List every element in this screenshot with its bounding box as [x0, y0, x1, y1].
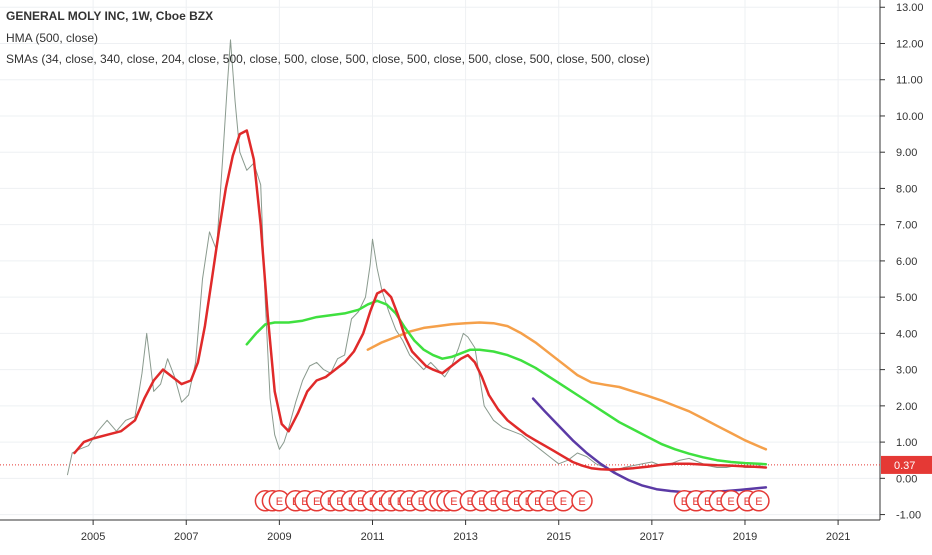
earnings-marker-label: E [704, 496, 711, 508]
x-tick-label: 2021 [826, 531, 850, 543]
earnings-marker-label: E [478, 496, 485, 508]
sma-legend-label: SMAs (34, close, 340, close, 204, close,… [6, 52, 650, 66]
y-tick-label: 0.00 [896, 473, 917, 485]
hma-series-line[interactable] [73, 129, 768, 471]
earnings-marker-label: E [301, 496, 308, 508]
y-tick-label: 7.00 [896, 220, 917, 232]
earnings-marker-label: E [534, 496, 541, 508]
x-tick-label: 2017 [640, 531, 664, 543]
earnings-marker-label: E [513, 496, 520, 508]
earnings-marker-label: E [418, 496, 425, 508]
sma-green-series-line[interactable] [245, 299, 768, 466]
earnings-marker-label: E [336, 496, 343, 508]
earnings-marker-label: E [490, 496, 497, 508]
earnings-marker-label: E [276, 496, 283, 508]
x-tick-label: 2019 [733, 531, 757, 543]
last-price-label: 0.37 [894, 460, 915, 472]
earnings-marker-label: E [560, 496, 567, 508]
earnings-marker-label: E [357, 496, 364, 508]
price-series-line[interactable] [67, 39, 767, 476]
earnings-marker-label: E [502, 496, 509, 508]
earnings-marker-label: E [727, 496, 734, 508]
y-tick-label: -1.00 [896, 510, 921, 522]
earnings-marker-label: E [681, 496, 688, 508]
y-tick-label: 13.00 [896, 2, 924, 14]
y-tick-label: 5.00 [896, 292, 917, 304]
y-tick-label: 1.00 [896, 437, 917, 449]
earnings-marker-label: E [744, 496, 751, 508]
y-tick-label: 12.00 [896, 38, 924, 50]
y-tick-label: 9.00 [896, 147, 917, 159]
earnings-marker-label: E [406, 496, 413, 508]
earnings-marker[interactable] [748, 490, 770, 512]
y-tick-label: 3.00 [896, 365, 917, 377]
x-tick-label: 2011 [361, 531, 385, 543]
x-tick-label: 2013 [453, 531, 477, 543]
earnings-marker-label: E [716, 496, 723, 508]
earnings-marker-label: E [755, 496, 762, 508]
earnings-marker-label: E [467, 496, 474, 508]
y-tick-label: 2.00 [896, 401, 917, 413]
earnings-marker-label: E [450, 496, 457, 508]
earnings-marker-label: E [692, 496, 699, 508]
earnings-marker[interactable] [571, 490, 593, 512]
hma-legend-label: HMA (500, close) [6, 31, 99, 45]
x-tick-label: 2007 [174, 531, 198, 543]
x-tick-label: 2009 [267, 531, 291, 543]
sma-orange-series-line[interactable] [366, 321, 768, 451]
y-tick-label: 10.00 [896, 111, 924, 123]
y-tick-label: 6.00 [896, 256, 917, 268]
earnings-marker-label: E [313, 496, 320, 508]
y-tick-label: 8.00 [896, 183, 917, 195]
chart-title: GENERAL MOLY INC, 1W, Cboe BZX [6, 9, 214, 23]
earnings-marker-label: E [578, 496, 585, 508]
x-tick-label: 2005 [81, 531, 105, 543]
x-tick-label: 2015 [546, 531, 570, 543]
y-tick-label: 11.00 [896, 75, 923, 87]
y-tick-label: 4.00 [896, 328, 917, 340]
earnings-marker-label: E [546, 496, 553, 508]
last-price-badge [881, 455, 932, 474]
